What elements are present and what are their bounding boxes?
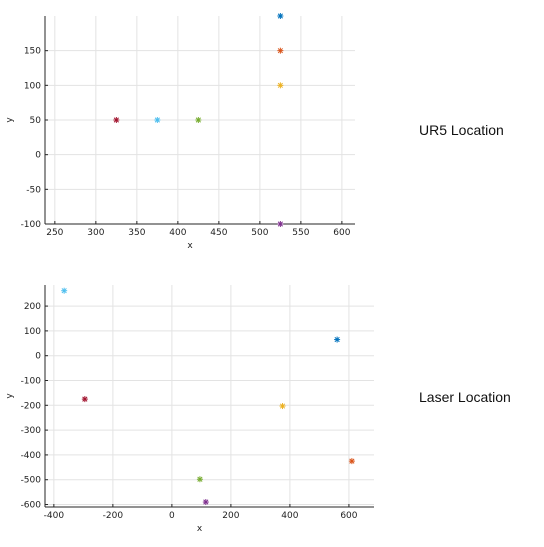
y-tick-label: 150 xyxy=(24,47,41,57)
y-tick-label: -100 xyxy=(21,220,42,230)
data-point xyxy=(61,287,68,294)
x-tick-label: -200 xyxy=(103,511,124,521)
x-axis-label: x xyxy=(187,241,193,251)
x-axis-label: x xyxy=(197,524,203,534)
y-axis-label: y xyxy=(5,117,15,123)
x-tick-label: 300 xyxy=(87,228,104,238)
data-point xyxy=(196,476,203,483)
y-tick-label: -100 xyxy=(21,376,42,386)
marker-stroke xyxy=(334,336,340,343)
data-point xyxy=(334,336,341,343)
marker-stroke xyxy=(277,13,283,19)
y-tick-label: -400 xyxy=(21,451,42,461)
y-axis-label: y xyxy=(5,393,15,399)
data-point xyxy=(277,47,284,54)
y-tick-label: 50 xyxy=(30,116,42,126)
marker-stroke xyxy=(197,476,203,482)
marker-stroke xyxy=(61,288,67,294)
marker-stroke xyxy=(203,499,209,505)
marker-stroke xyxy=(349,458,355,464)
y-tick-label: 200 xyxy=(24,302,41,312)
x-tick-label: 250 xyxy=(46,228,63,238)
y-tick-label: 0 xyxy=(35,352,41,362)
data-point xyxy=(154,117,161,123)
marker-stroke xyxy=(154,117,160,123)
data-point xyxy=(195,117,202,123)
marker-stroke xyxy=(279,403,286,409)
marker-stroke xyxy=(113,117,119,123)
y-tick-label: -200 xyxy=(21,401,42,411)
laser-location-plot: -400 -200 0 200 400 600 -600 -500 -400 -300 -200 -1… xyxy=(5,285,374,534)
y-tick-label: 0 xyxy=(35,151,41,161)
x-tick-label: 550 xyxy=(292,228,309,238)
data-point xyxy=(202,499,209,506)
y-tick-label: -500 xyxy=(21,476,42,486)
x-tick-label: 600 xyxy=(340,511,357,521)
data-point xyxy=(277,221,284,227)
marker-stroke xyxy=(277,221,283,227)
x-tick-label: 0 xyxy=(169,511,175,521)
y-tick-label: 100 xyxy=(24,81,41,91)
y-tick-label: -50 xyxy=(26,185,41,195)
laser-location-label: Laser Location xyxy=(419,389,511,405)
data-point xyxy=(348,458,355,465)
x-tick-label: 400 xyxy=(281,511,298,521)
ur5-location-label: UR5 Location xyxy=(419,122,504,138)
data-point xyxy=(277,82,284,89)
marker-stroke xyxy=(195,117,201,123)
x-tick-label: 600 xyxy=(333,228,350,238)
x-tick-label: 350 xyxy=(128,228,145,238)
y-tick-label: -600 xyxy=(21,501,42,511)
data-point xyxy=(277,13,284,19)
x-tick-label: 200 xyxy=(222,511,239,521)
x-tick-label: 500 xyxy=(251,228,268,238)
ur5-location-plot: 250 300 350 400 450 500 550 600 -100 -50 0 50 100 150… xyxy=(5,13,355,251)
marker-stroke xyxy=(277,82,283,88)
x-tick-label: 400 xyxy=(169,228,186,238)
x-tick-label: 450 xyxy=(210,228,227,238)
marker-stroke xyxy=(82,396,88,402)
marker-stroke xyxy=(277,48,283,54)
data-point xyxy=(279,403,286,410)
data-point xyxy=(81,396,88,403)
data-point xyxy=(113,117,120,123)
y-tick-label: 100 xyxy=(24,327,41,337)
y-tick-label: -300 xyxy=(21,426,42,436)
x-tick-label: -400 xyxy=(44,511,65,521)
